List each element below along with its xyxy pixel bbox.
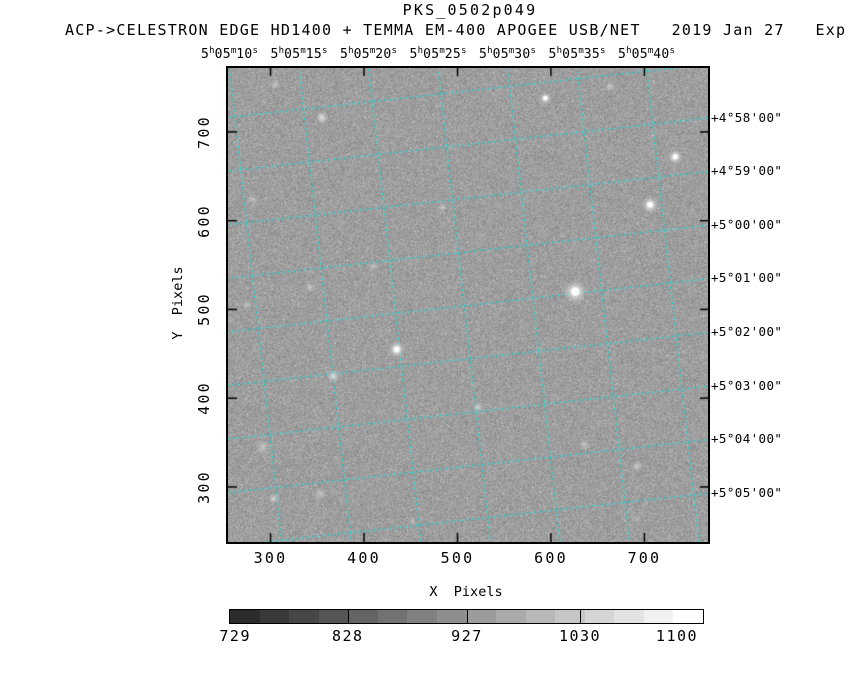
y-tick-label: 400 [195,381,213,416]
dec-tick-label: +5°01'00" [711,270,783,286]
dec-tick-label: +4°59'00" [711,163,783,179]
colorbar-step [259,610,290,623]
x-axis-label: X Pixels [429,584,503,600]
colorbar-step [614,610,644,623]
plot-subtitle: ACP->CELESTRON EDGE HD1400 + TEMMA EM-40… [65,21,847,39]
ra-tick-label: 5h05m15s [270,46,328,62]
ra-tick-label: 5h05m30s [479,46,536,62]
colorbar-label: 828 [331,627,364,645]
colorbar-step [496,610,526,623]
colorbar-step [525,610,556,623]
colorbar-step [348,610,378,623]
colorbar-step [643,610,674,623]
colorbar-step [584,610,615,623]
colorbar-label: 1100 [655,627,699,645]
colorbar-label: 927 [451,627,483,645]
colorbar-tick [466,610,468,623]
colorbar-step [407,610,437,623]
dec-tick-label: +5°02'00" [711,323,783,339]
ra-tick-label: 5h05m25s [409,46,467,62]
y-tick-label: 500 [195,292,213,327]
colorbar-label: 729 [219,627,251,645]
y-axis-label: Y Pixels [170,266,186,340]
colorbar-tick [580,610,582,623]
ra-tick-label: 5h05m10s [201,46,258,62]
ra-tick-label: 5h05m40s [618,46,675,62]
colorbar-step [555,610,585,623]
starfield-image [228,68,708,542]
y-tick-label: 700 [195,115,213,149]
colorbar-tick [347,610,349,623]
x-tick-label: 400 [347,549,381,567]
colorbar-step [466,610,497,623]
x-tick-label: 600 [534,549,568,567]
y-tick-label: 300 [195,470,213,504]
x-tick-label: 700 [627,549,662,567]
ra-tick-label: 5h05m35s [548,46,606,62]
x-tick-label: 500 [440,549,475,567]
dec-tick-label: +5°04'00" [711,431,783,447]
plot-frame [226,66,710,544]
dec-tick-label: +5°05'00" [711,484,783,500]
colorbar-step [289,610,319,623]
colorbar-step [436,610,467,623]
dec-tick-label: +4°58'00" [711,109,783,125]
colorbar [229,609,704,624]
colorbar-step [318,610,349,623]
colorbar-step [673,610,703,623]
dec-tick-label: +5°03'00" [711,377,783,393]
dec-tick-label: +5°00'00" [711,216,783,232]
colorbar-step [230,610,260,623]
y-tick-label: 600 [195,203,213,238]
plot-title: PKS_0502p049 [402,1,538,19]
colorbar-label: 1030 [558,627,602,645]
x-tick-label: 300 [253,549,288,567]
colorbar-step [377,610,408,623]
ra-tick-label: 5h05m20s [340,46,397,62]
